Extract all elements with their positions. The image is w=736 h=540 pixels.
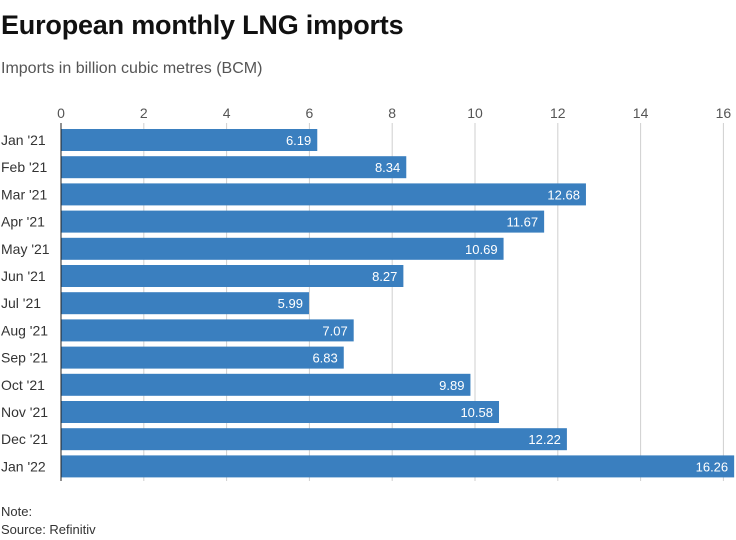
x-tick-label: 6 [306, 105, 314, 121]
category-label: Jun '21 [1, 268, 46, 284]
bar-value-label: 8.34 [375, 160, 400, 175]
category-label: Aug '21 [1, 322, 48, 338]
bar [61, 292, 309, 315]
bar-value-label: 12.22 [528, 432, 561, 447]
bar [61, 210, 545, 233]
x-tick-label: 0 [57, 105, 65, 121]
chart-subtitle: Imports in billion cubic metres (BCM) [1, 60, 263, 77]
bar-value-label: 6.83 [312, 351, 337, 366]
category-label: May '21 [1, 241, 50, 257]
bar [61, 183, 586, 206]
bar-value-label: 10.69 [465, 242, 498, 257]
bar [61, 265, 404, 287]
bar [61, 373, 471, 396]
bar [61, 455, 735, 478]
source-label: Source: Refinitiv [1, 522, 96, 537]
bar-value-label: 11.67 [507, 215, 539, 230]
bar-value-label: 10.58 [460, 405, 493, 420]
category-label: Jan '22 [1, 458, 46, 474]
bar [61, 346, 344, 369]
category-label: Oct '21 [1, 377, 45, 393]
bar [61, 237, 504, 260]
bar-value-label: 6.19 [286, 133, 311, 148]
bar [61, 401, 500, 423]
bar-value-label: 12.68 [547, 187, 580, 202]
bar-value-label: 8.27 [372, 269, 397, 284]
bar-value-label: 16.26 [696, 459, 729, 474]
x-tick-label: 14 [633, 105, 649, 121]
category-label: Jul '21 [1, 295, 41, 311]
category-label: Feb '21 [1, 159, 47, 175]
x-tick-label: 16 [716, 105, 732, 121]
bar [61, 428, 567, 451]
note-label: Note: [1, 504, 33, 519]
x-tick-label: 2 [140, 105, 148, 121]
category-label: Dec '21 [1, 431, 48, 447]
category-label: Mar '21 [1, 186, 47, 202]
bar [61, 129, 318, 151]
bar [61, 319, 354, 342]
bar-chart: 0 2 4 6 8 10 12 14 16 Jan '21 6.19 Feb '21 8.34 Mar '… [1, 105, 735, 481]
bar-value-label: 5.99 [278, 296, 303, 311]
bar [61, 156, 407, 179]
category-label: Apr '21 [1, 214, 45, 230]
bar-value-label: 7.07 [322, 323, 347, 338]
x-tick-label: 8 [388, 105, 396, 121]
x-tick-label: 4 [223, 105, 231, 121]
x-tick-label: 12 [550, 105, 566, 121]
x-tick-label: 10 [467, 105, 483, 121]
category-label: Sep '21 [1, 350, 48, 366]
category-label: Nov '21 [1, 404, 48, 420]
chart-title: European monthly LNG imports [1, 10, 404, 40]
category-label: Jan '21 [1, 132, 46, 148]
bar-value-label: 9.89 [439, 378, 464, 393]
